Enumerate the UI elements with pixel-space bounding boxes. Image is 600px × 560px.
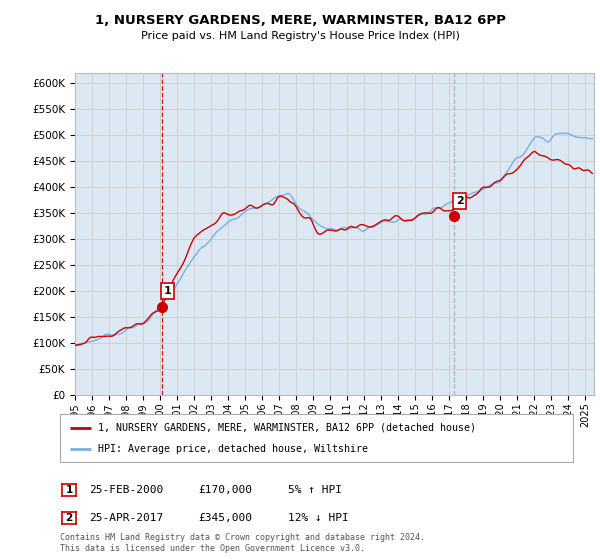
Text: 2: 2 (65, 513, 73, 523)
Text: 25-APR-2017: 25-APR-2017 (89, 513, 163, 523)
Text: 1, NURSERY GARDENS, MERE, WARMINSTER, BA12 6PP (detached house): 1, NURSERY GARDENS, MERE, WARMINSTER, BA… (98, 423, 476, 433)
Text: Contains HM Land Registry data © Crown copyright and database right 2024.
This d: Contains HM Land Registry data © Crown c… (60, 533, 425, 553)
Text: HPI: Average price, detached house, Wiltshire: HPI: Average price, detached house, Wilt… (98, 444, 368, 454)
Text: 1: 1 (163, 286, 171, 296)
Text: £345,000: £345,000 (198, 513, 252, 523)
Text: 2: 2 (455, 196, 463, 206)
Text: 25-FEB-2000: 25-FEB-2000 (89, 485, 163, 495)
Text: £170,000: £170,000 (198, 485, 252, 495)
Text: 1, NURSERY GARDENS, MERE, WARMINSTER, BA12 6PP: 1, NURSERY GARDENS, MERE, WARMINSTER, BA… (95, 14, 505, 27)
Text: 12% ↓ HPI: 12% ↓ HPI (288, 513, 349, 523)
Text: 5% ↑ HPI: 5% ↑ HPI (288, 485, 342, 495)
Text: Price paid vs. HM Land Registry's House Price Index (HPI): Price paid vs. HM Land Registry's House … (140, 31, 460, 41)
Text: 1: 1 (65, 485, 73, 495)
